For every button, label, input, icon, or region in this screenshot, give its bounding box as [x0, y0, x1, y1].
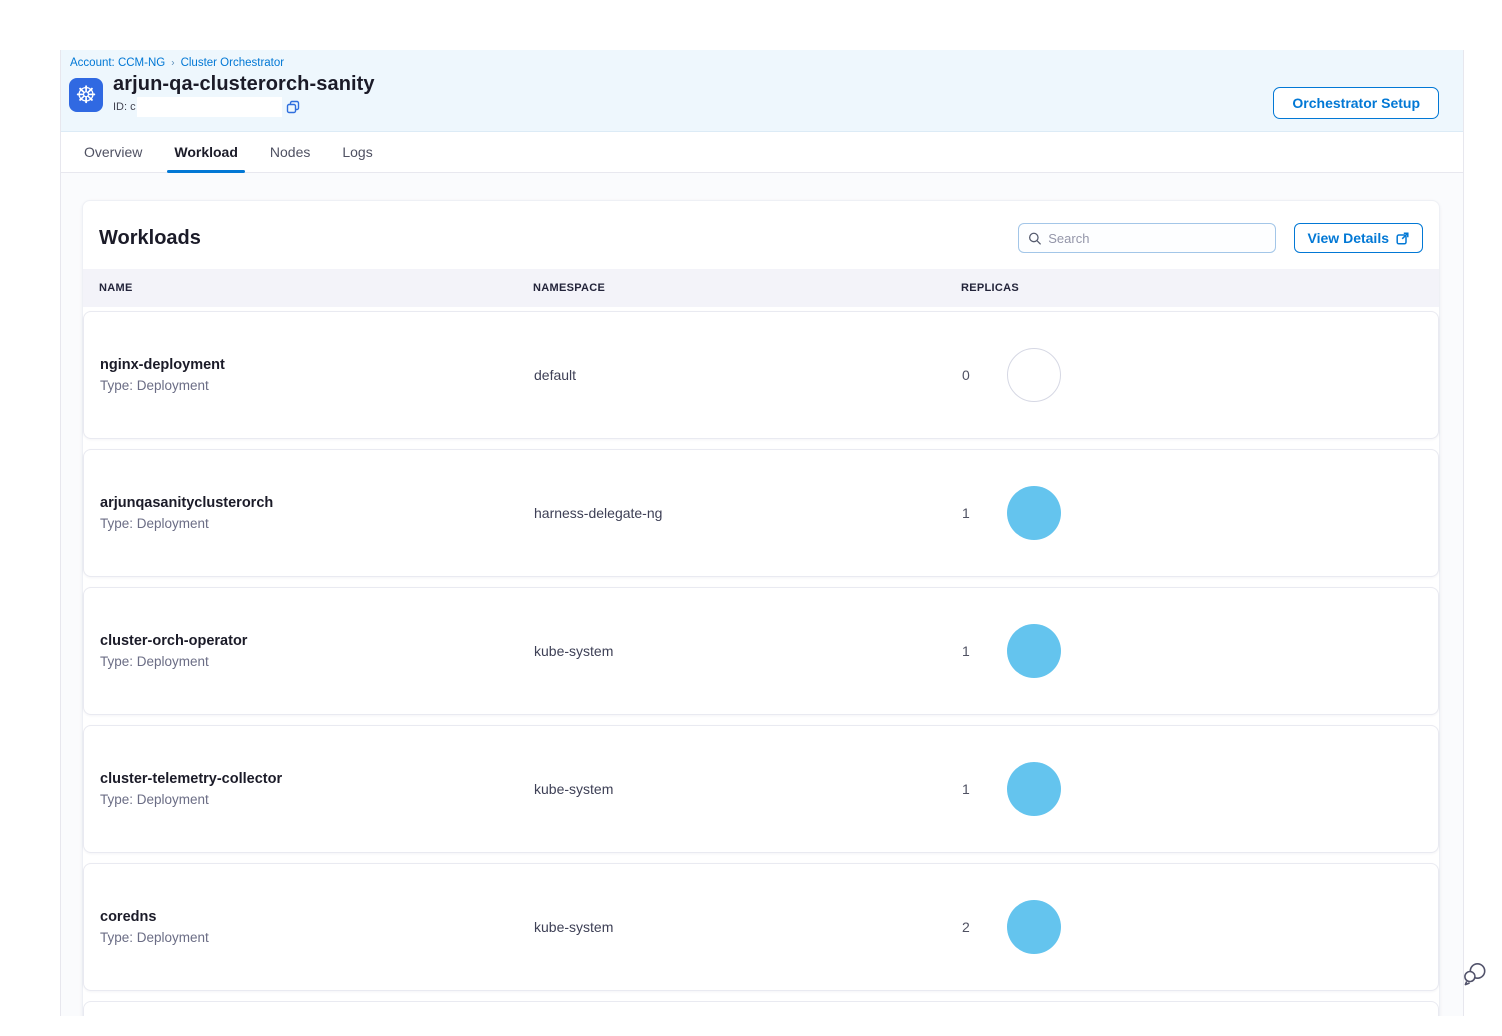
replicas-cell: 1 — [962, 486, 1422, 540]
table-row[interactable]: cluster-telemetry-collector Type: Deploy… — [83, 725, 1439, 853]
table-row[interactable]: nginx-deployment Type: Deployment defaul… — [83, 311, 1439, 439]
replica-count: 0 — [962, 367, 970, 383]
tab-workload[interactable]: Workload — [167, 132, 245, 173]
workload-name-cell: coredns Type: Deployment — [100, 909, 534, 945]
cluster-id-redaction — [136, 97, 282, 117]
replica-status-circle — [1007, 762, 1061, 816]
replica-status-circle — [1007, 348, 1061, 402]
table-row[interactable]: arjunqasanityclusterorch Type: Deploymen… — [83, 449, 1439, 577]
view-details-label: View Details — [1307, 230, 1389, 246]
breadcrumb: Account: CCM-NG › Cluster Orchestrator — [70, 57, 1439, 69]
workload-name-cell: arjunqasanityclusterorch Type: Deploymen… — [100, 495, 534, 531]
breadcrumb-section-link[interactable]: Cluster Orchestrator — [180, 57, 285, 69]
workload-namespace: kube-system — [534, 919, 614, 935]
replica-count: 1 — [962, 505, 970, 521]
replicas-cell: 1 — [962, 624, 1422, 678]
workload-name: coredns — [100, 909, 157, 925]
workloads-title: Workloads — [99, 226, 201, 249]
workload-name: nginx-deployment — [100, 357, 225, 373]
copy-icon[interactable] — [286, 100, 300, 114]
workload-name-cell: cluster-orch-operator Type: Deployment — [100, 633, 534, 669]
column-header-name: NAME — [99, 282, 133, 294]
workload-name: arjunqasanityclusterorch — [100, 495, 274, 511]
workload-name: cluster-orch-operator — [100, 633, 248, 649]
breadcrumb-account-link[interactable]: Account: CCM-NG — [70, 57, 166, 69]
replicas-cell: 0 — [962, 348, 1422, 402]
search-field[interactable] — [1048, 230, 1266, 246]
workload-type: Type: Deployment — [100, 792, 209, 807]
workload-namespace: kube-system — [534, 643, 614, 659]
app-panel: Account: CCM-NG › Cluster Orchestrator ☸… — [60, 50, 1464, 1016]
cluster-id-label: ID: c — [113, 101, 136, 113]
table-row[interactable]: cluster-orch-operator Type: Deployment k… — [83, 587, 1439, 715]
workload-namespace: default — [534, 367, 577, 383]
replica-count: 1 — [962, 781, 970, 797]
search-input[interactable] — [1017, 223, 1276, 253]
search-icon — [1028, 232, 1041, 245]
view-details-button[interactable]: View Details — [1293, 223, 1423, 253]
replica-status-circle — [1007, 624, 1061, 678]
page-header: Account: CCM-NG › Cluster Orchestrator ☸… — [61, 50, 1463, 132]
workload-name: cluster-telemetry-collector — [100, 771, 283, 787]
breadcrumb-separator-icon: › — [171, 57, 175, 68]
table-row-partial[interactable] — [83, 1001, 1439, 1016]
table-header-row: NAME NAMESPACE REPLICAS — [83, 269, 1439, 307]
workload-namespace: kube-system — [534, 781, 614, 797]
kubernetes-icon: ☸ — [69, 78, 103, 112]
workloads-card: Workloads View Details — [82, 200, 1440, 1016]
orchestrator-setup-button[interactable]: Orchestrator Setup — [1273, 87, 1439, 119]
workload-namespace: harness-delegate-ng — [534, 505, 663, 521]
page-content: Workloads View Details — [61, 173, 1463, 1016]
tab-bar: Overview Workload Nodes Logs — [61, 132, 1463, 173]
workload-type: Type: Deployment — [100, 654, 209, 669]
workload-type: Type: Deployment — [100, 930, 209, 945]
column-header-replicas: REPLICAS — [961, 282, 1020, 294]
table-row[interactable]: coredns Type: Deployment kube-system 2 — [83, 863, 1439, 991]
replicas-cell: 2 — [962, 900, 1422, 954]
workload-name-cell: cluster-telemetry-collector Type: Deploy… — [100, 771, 534, 807]
replicas-cell: 1 — [962, 762, 1422, 816]
external-link-icon — [1396, 231, 1409, 245]
tab-overview[interactable]: Overview — [84, 144, 143, 160]
column-header-namespace: NAMESPACE — [533, 282, 606, 294]
tab-nodes[interactable]: Nodes — [269, 144, 311, 160]
workloads-table-body: nginx-deployment Type: Deployment defaul… — [83, 311, 1439, 1016]
replica-status-circle — [1007, 486, 1061, 540]
workload-name-cell: nginx-deployment Type: Deployment — [100, 357, 534, 393]
feedback-chat-icon[interactable] — [1462, 961, 1488, 992]
tab-logs[interactable]: Logs — [342, 144, 373, 160]
replica-count: 1 — [962, 643, 970, 659]
page-title: arjun-qa-clusterorch-sanity — [113, 73, 375, 95]
replica-count: 2 — [962, 919, 970, 935]
workload-type: Type: Deployment — [100, 516, 209, 531]
workload-type: Type: Deployment — [100, 378, 209, 393]
replica-status-circle — [1007, 900, 1061, 954]
